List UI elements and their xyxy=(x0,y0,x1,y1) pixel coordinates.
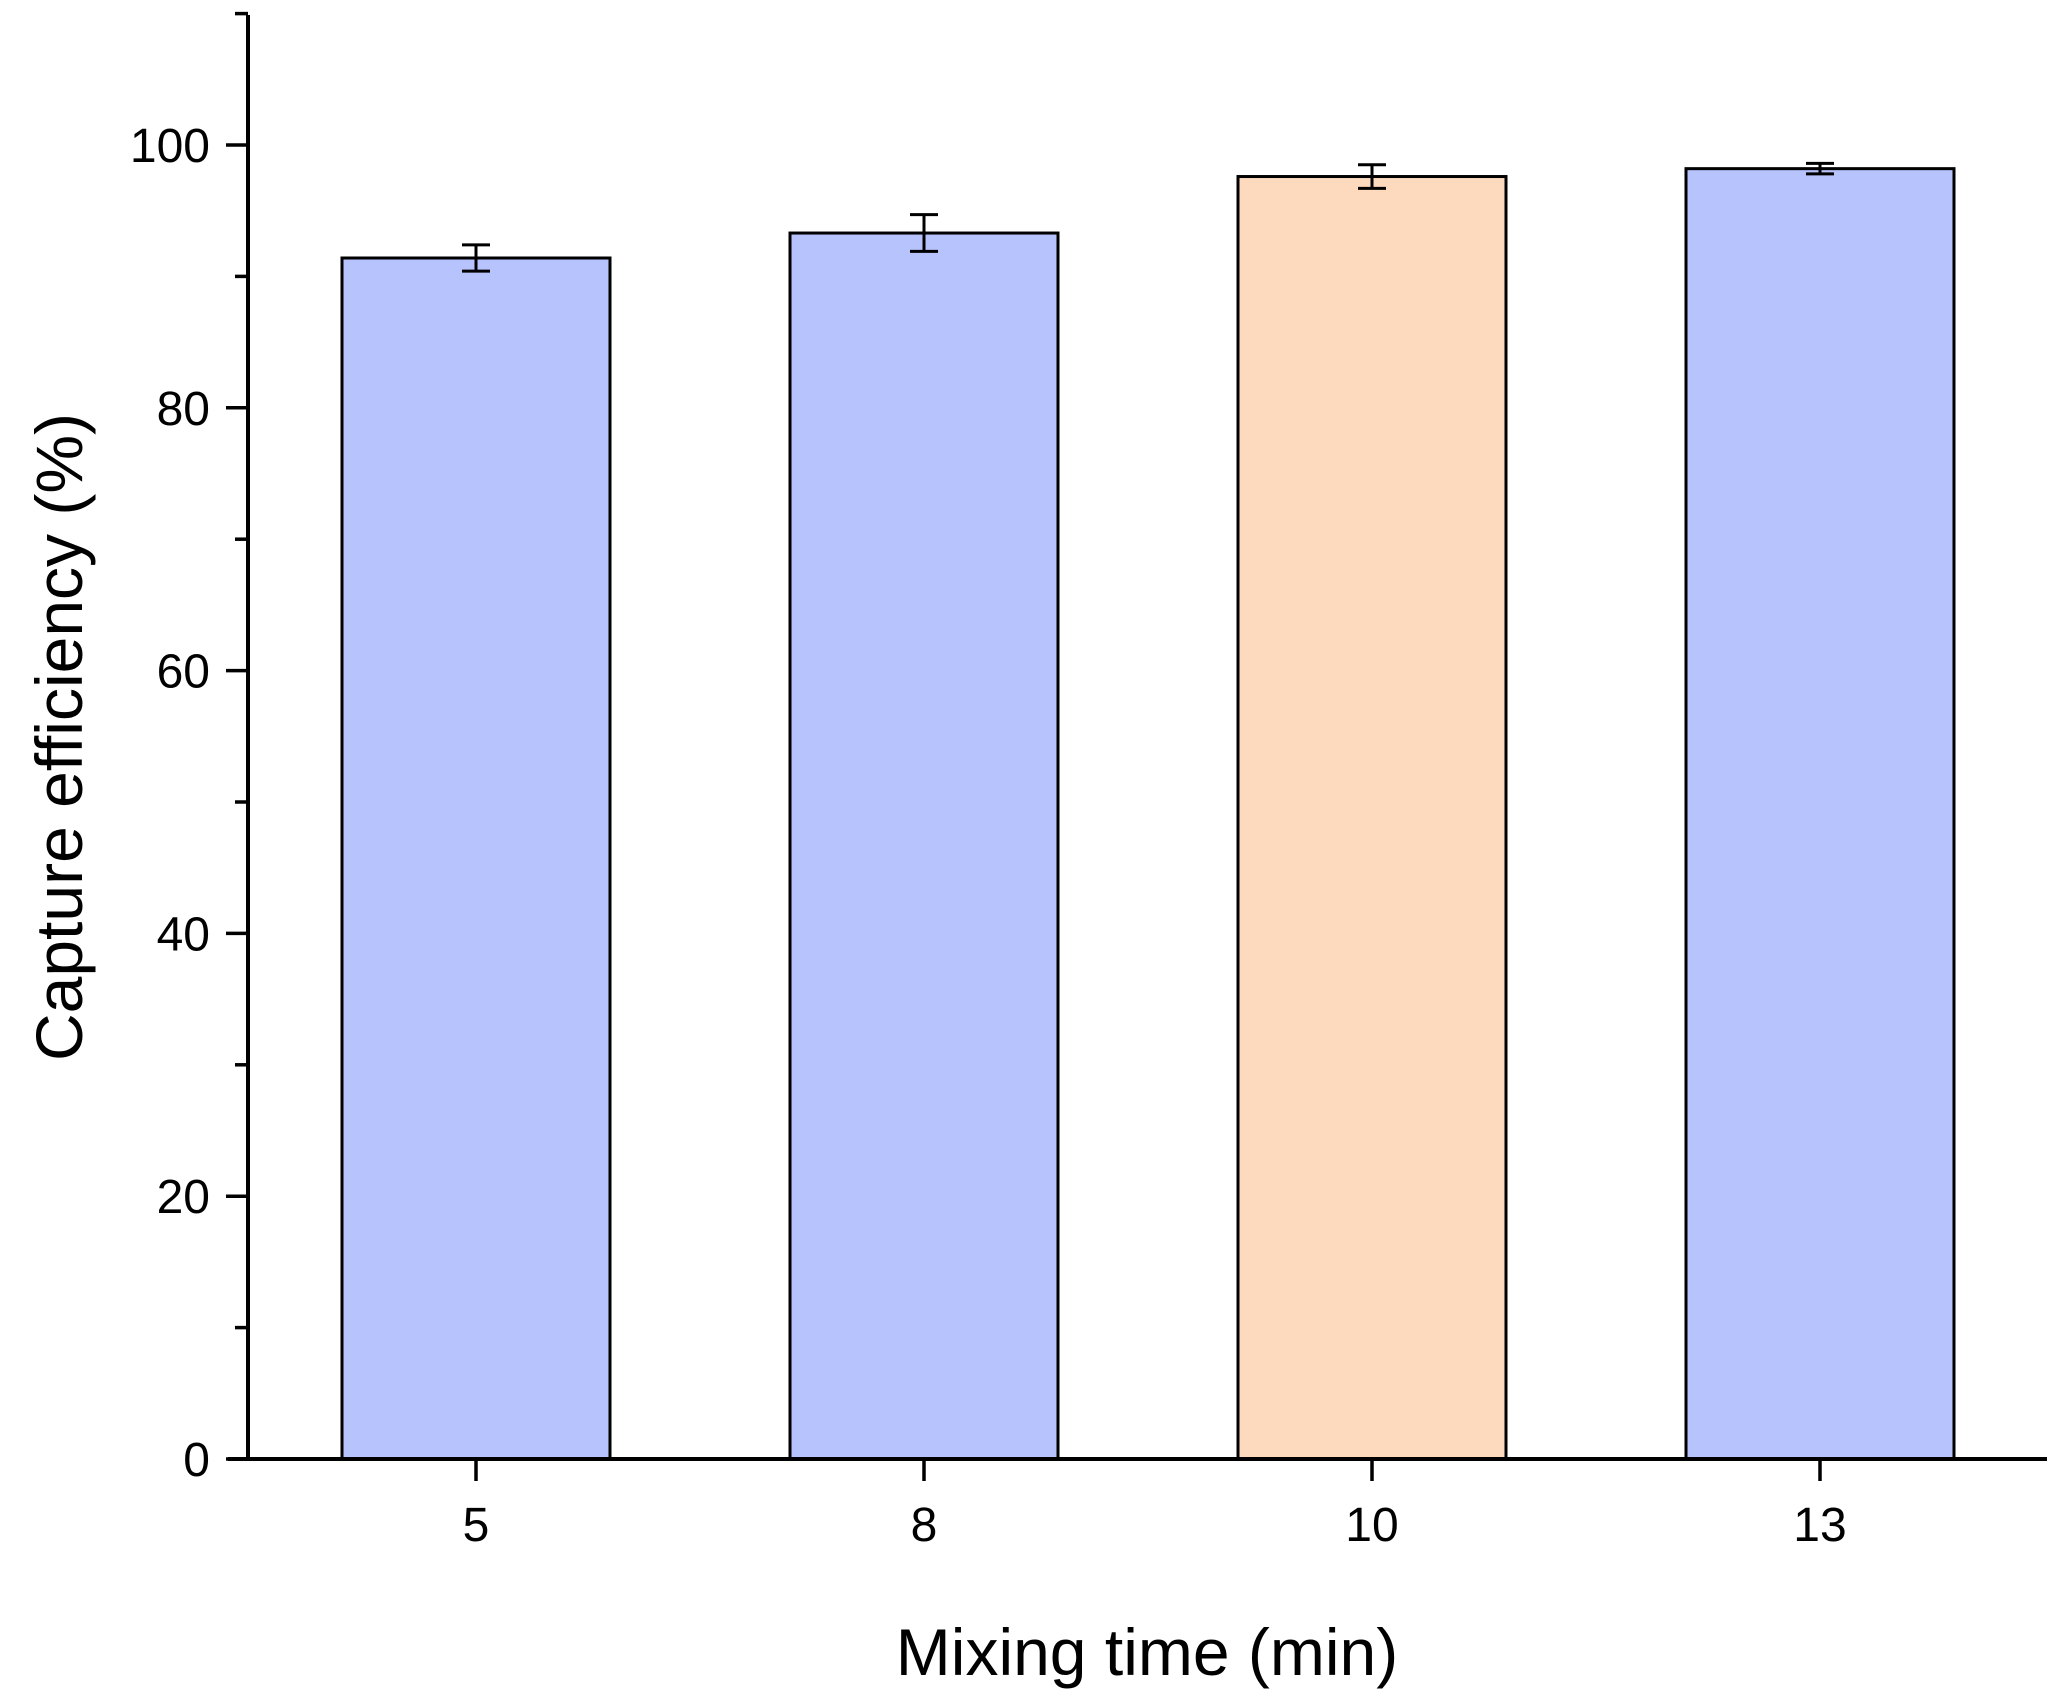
y-ticks: 0 20 40 60 80 100 xyxy=(130,11,248,1487)
y-tick-label: 60 xyxy=(157,646,210,699)
bar-10 xyxy=(1236,175,1508,1461)
x-tick-label: 10 xyxy=(1345,1499,1398,1552)
x-tick-label: 5 xyxy=(463,1499,490,1552)
error-bar-13 xyxy=(1806,161,1834,176)
y-tick-label: 20 xyxy=(157,1171,210,1224)
x-tick-label: 8 xyxy=(911,1499,938,1552)
x-tick-label: 13 xyxy=(1793,1499,1846,1552)
x-ticks: 5 8 10 13 xyxy=(463,1459,1847,1552)
error-bar-10 xyxy=(1358,163,1386,190)
x-axis-label: Mixing time (min) xyxy=(896,1615,1398,1689)
y-axis-label: Capture efficiency (%) xyxy=(22,413,96,1061)
bar-8 xyxy=(788,231,1060,1461)
y-tick-label: 80 xyxy=(157,383,210,436)
bars xyxy=(340,167,1956,1461)
error-bar-5 xyxy=(462,243,490,273)
y-tick-label: 100 xyxy=(130,120,210,173)
y-tick-label: 40 xyxy=(157,908,210,961)
bar-13 xyxy=(1684,167,1956,1461)
bar-5 xyxy=(340,256,612,1461)
error-bar-8 xyxy=(910,213,938,253)
y-tick-label: 0 xyxy=(183,1434,210,1487)
axes xyxy=(228,15,2047,1461)
error-bars xyxy=(462,161,1834,273)
